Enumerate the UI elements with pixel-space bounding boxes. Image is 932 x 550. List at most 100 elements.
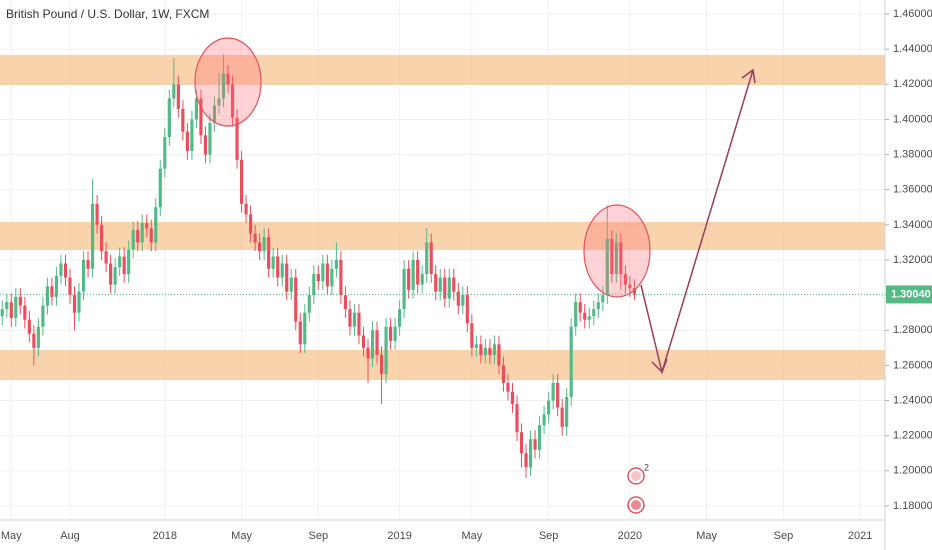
candle-body [569,326,573,398]
candle-body [330,268,334,287]
candle-body [592,309,596,317]
candle-body [565,397,569,427]
candle-body [185,131,189,152]
candle-body [289,277,293,292]
candle-body [587,316,591,320]
candle-body [172,84,176,99]
y-tick-label: 1.46000 [893,8,932,20]
candle-body [154,207,158,243]
candle-body [506,382,510,392]
candle-body [357,312,361,336]
candle-body [95,203,99,225]
candle-body [90,203,95,269]
candle-body [127,249,131,275]
candle-body [149,228,153,243]
candle-body [601,295,605,303]
candle-body [145,223,149,229]
candle-body [18,296,22,306]
candle-body [416,260,420,285]
y-tick-label: 1.42000 [893,78,932,90]
candle-body [429,242,433,275]
candle-body [533,439,537,450]
highlight-circle [583,204,651,298]
candle-body [249,214,253,234]
candle-body [68,277,72,296]
candle-body [474,344,478,348]
candle-body [384,326,388,375]
candle-body [434,274,438,292]
candle-body [118,256,122,268]
candle-body [312,274,316,296]
candle-body [488,347,492,355]
candle-body [27,319,31,334]
candle-body [0,309,4,317]
candle-body [623,274,627,285]
candle-body [271,256,275,269]
x-tick-label: Sep [774,530,794,542]
x-tick-label: 2019 [387,530,411,542]
candle-body [524,453,528,468]
candle-body [109,263,113,285]
candle-body [370,330,375,359]
candle-body [578,302,582,313]
candle-body [425,242,429,275]
candle-body [221,73,226,99]
candle-body [285,263,289,292]
candle-body [41,305,45,327]
candle-body [614,242,618,275]
candle-body [140,223,144,243]
candle-body [605,238,609,296]
arrow-head [741,68,756,84]
candle-body [239,159,244,204]
candle-body [461,295,465,306]
highlight-circle [194,37,262,127]
candle-body [379,354,384,375]
candle-body [253,233,257,243]
y-tick-label: 1.38000 [893,149,932,161]
candle-body [497,344,501,366]
x-tick-label: May [696,530,717,542]
y-tick-label: 1.26000 [893,359,932,371]
candle-body [230,84,235,118]
x-tick-label: Sep [309,530,329,542]
candle-body [325,263,329,287]
candle-body [339,260,343,296]
candle-body [596,302,600,310]
candle-body [407,268,411,290]
event-badge: 2 [644,462,649,472]
y-tick-label: 1.18000 [893,500,932,512]
candle-body [167,98,171,138]
x-tick-label: Aug [60,530,80,542]
candle-body [122,256,126,275]
candle-body [483,347,487,355]
y-tick-label: 1.36000 [893,184,932,196]
candle-body [59,263,63,276]
last-price-label: 1.30040 [891,288,931,300]
candle-body [77,291,81,313]
candle-body [208,122,212,155]
candle-body [452,277,456,292]
candle-body [443,277,447,299]
y-tick-label: 1.28000 [893,324,932,336]
candle-body [528,439,533,468]
candle-body [393,326,397,341]
y-tick-label: 1.34000 [893,219,932,231]
candle-body [352,312,357,327]
candle-body [158,168,162,208]
candle-body [54,275,59,297]
candle-body [217,98,221,106]
candle-body [402,268,406,310]
y-tick-label: 1.44000 [893,43,932,55]
x-tick-label: 2021 [848,530,872,542]
y-tick-label: 1.24000 [893,394,932,406]
candle-body [574,302,578,327]
candle-body [72,295,77,313]
axes: 1.18000 1.20000 1.22000 1.24000 1.26000 1.280… [0,8,932,542]
support-zone [0,350,885,380]
resistance-zone [0,55,885,85]
candle-body [267,237,271,269]
candle-body [551,382,555,401]
y-tick-label: 1.40000 [893,113,932,125]
candle-body [388,326,393,341]
